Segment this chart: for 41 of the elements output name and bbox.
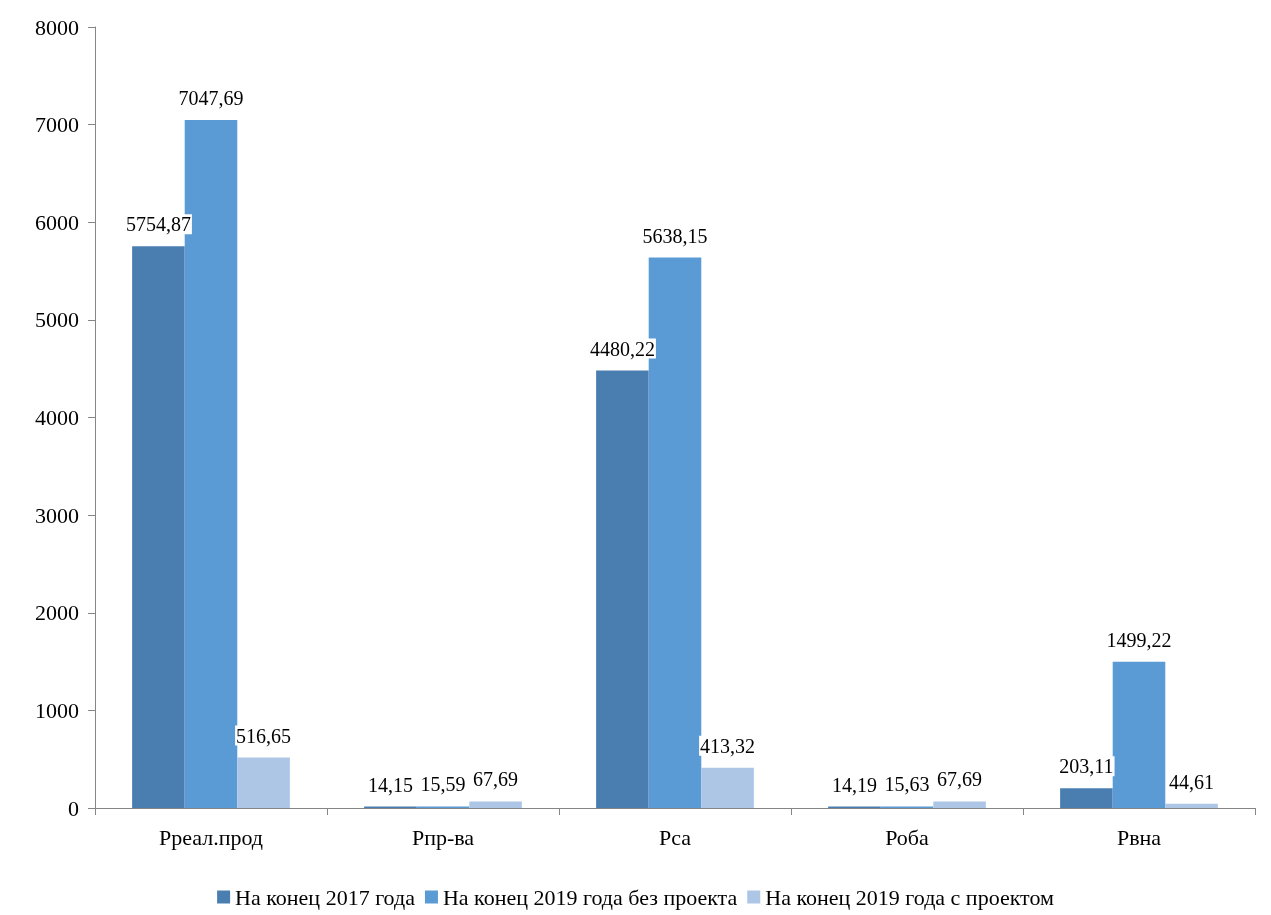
- x-tick-label: Рса: [658, 824, 692, 850]
- bar: [933, 801, 986, 808]
- data-label: 203,11: [1059, 755, 1114, 778]
- data-label: 7047,69: [178, 86, 244, 109]
- x-tick-label: Рреал.прод: [158, 824, 264, 850]
- y-tick-label: 3000: [35, 502, 79, 528]
- data-label: 5754,87: [125, 213, 191, 236]
- data-label: 4480,22: [589, 337, 655, 360]
- data-label: 15,63: [884, 773, 930, 796]
- bar: [237, 757, 290, 808]
- bar: [1060, 788, 1113, 808]
- data-label: 67,69: [473, 768, 519, 791]
- x-tick-label: Роба: [885, 824, 930, 850]
- y-tick-label: 2000: [35, 600, 79, 626]
- data-label: 5638,15: [642, 224, 708, 247]
- bar: [132, 246, 185, 808]
- bar: [1165, 803, 1218, 808]
- bar: [701, 767, 754, 808]
- legend-label: На конец 2019 года без проекта: [442, 884, 738, 910]
- data-label: 413,32: [700, 734, 756, 757]
- x-tick-label: Рвна: [1116, 824, 1162, 850]
- bar: [1112, 661, 1166, 808]
- y-tick-label: 1000: [35, 697, 79, 723]
- y-tick-label: 6000: [35, 209, 79, 235]
- data-label: 516,65: [236, 724, 292, 747]
- y-tick-label: 8000: [35, 14, 79, 40]
- y-tick-label: 7000: [35, 112, 79, 138]
- data-label: 14,19: [831, 773, 877, 796]
- x-tick-label: Рпр-ва: [411, 824, 475, 850]
- legend-label: На конец 2019 года с проектом: [765, 884, 1054, 910]
- y-tick-label: 0: [68, 795, 79, 821]
- data-label: 1499,22: [1106, 628, 1172, 651]
- data-label: 67,69: [937, 768, 983, 791]
- y-tick-label: 4000: [35, 405, 79, 430]
- bar: [596, 370, 649, 808]
- data-label: 14,15: [367, 773, 413, 796]
- bar: [469, 801, 522, 808]
- data-label: 44,61: [1169, 770, 1215, 793]
- legend-label: На конец 2017 года: [235, 884, 416, 910]
- y-tick-label: 5000: [35, 307, 79, 333]
- data-label: 15,59: [420, 773, 466, 796]
